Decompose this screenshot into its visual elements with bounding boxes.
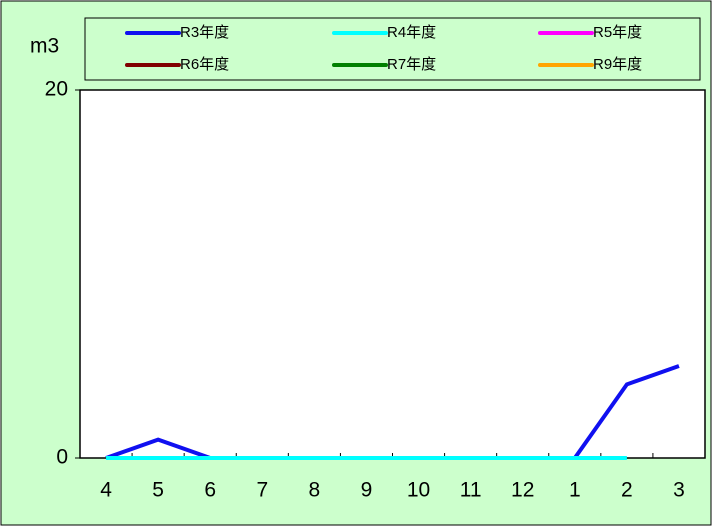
plot-area (79, 89, 706, 459)
x-tick-label: 5 (152, 479, 164, 502)
y-tick-label: 20 (45, 78, 68, 101)
x-tick-label: 10 (407, 479, 430, 502)
legend-label: R6年度 (180, 56, 229, 73)
x-tick-label: 9 (361, 479, 373, 502)
x-tick-label: 12 (511, 479, 534, 502)
x-tick-label: 1 (569, 479, 581, 502)
x-tick-label: 11 (460, 479, 482, 502)
x-tick-label: 6 (204, 479, 216, 502)
legend-label: R7年度 (387, 56, 436, 73)
legend-box (84, 17, 701, 81)
x-tick-label: 2 (621, 479, 633, 502)
x-tick-label: 3 (673, 479, 685, 502)
legend-label: R9年度 (593, 56, 642, 73)
legend-label: R3年度 (180, 24, 229, 41)
legend-label: R4年度 (387, 24, 436, 41)
y-tick-label: 0 (56, 446, 68, 469)
y-axis-label: m3 (30, 35, 59, 58)
legend-label: R5年度 (593, 24, 642, 41)
x-tick-label: 7 (256, 479, 268, 502)
x-tick-label: 8 (309, 479, 321, 502)
x-tick-label: 4 (100, 479, 112, 502)
